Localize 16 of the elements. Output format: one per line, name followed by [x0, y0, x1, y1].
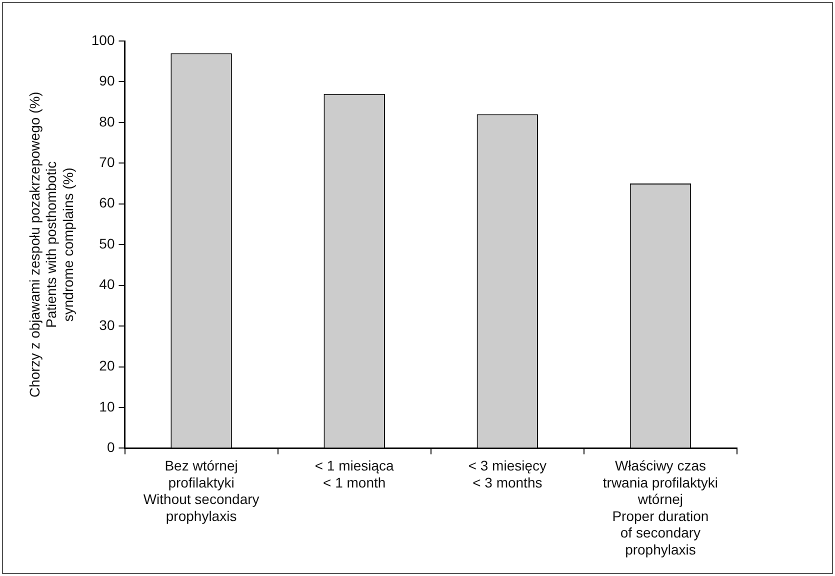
y-axis-title: Chorzy z objawami zespołu pozakrzepowego (%) Patients with posthombotic syndrome complains (%) — [26, 92, 76, 398]
y-tick-label: 60 — [99, 194, 115, 211]
y-tick-label: 80 — [99, 113, 115, 130]
x-tick-label: < 3 miesięcy < 3 months — [468, 457, 547, 490]
y-tick-label: 20 — [99, 358, 115, 374]
x-tick-label: Bez wtórnej profilaktyki Without secondary prophylaxis — [143, 457, 260, 524]
y-tick-label: 90 — [99, 72, 115, 89]
y-tick-label: 40 — [99, 276, 115, 292]
y-tick-label: 30 — [99, 316, 115, 333]
y-tick-label: 0 — [106, 439, 115, 456]
x-tick-label: Właściwy czas trwania profilaktyki wtórnej Proper duration of secondary prophylaxis — [602, 457, 718, 558]
y-tick-label: 10 — [99, 398, 115, 414]
y-tick-label: 50 — [99, 235, 115, 252]
y-tick-label: 100 — [91, 32, 115, 48]
x-tick-label: < 1 miesiąca < 1 month — [314, 457, 394, 490]
y-tick-label: 70 — [99, 154, 115, 170]
